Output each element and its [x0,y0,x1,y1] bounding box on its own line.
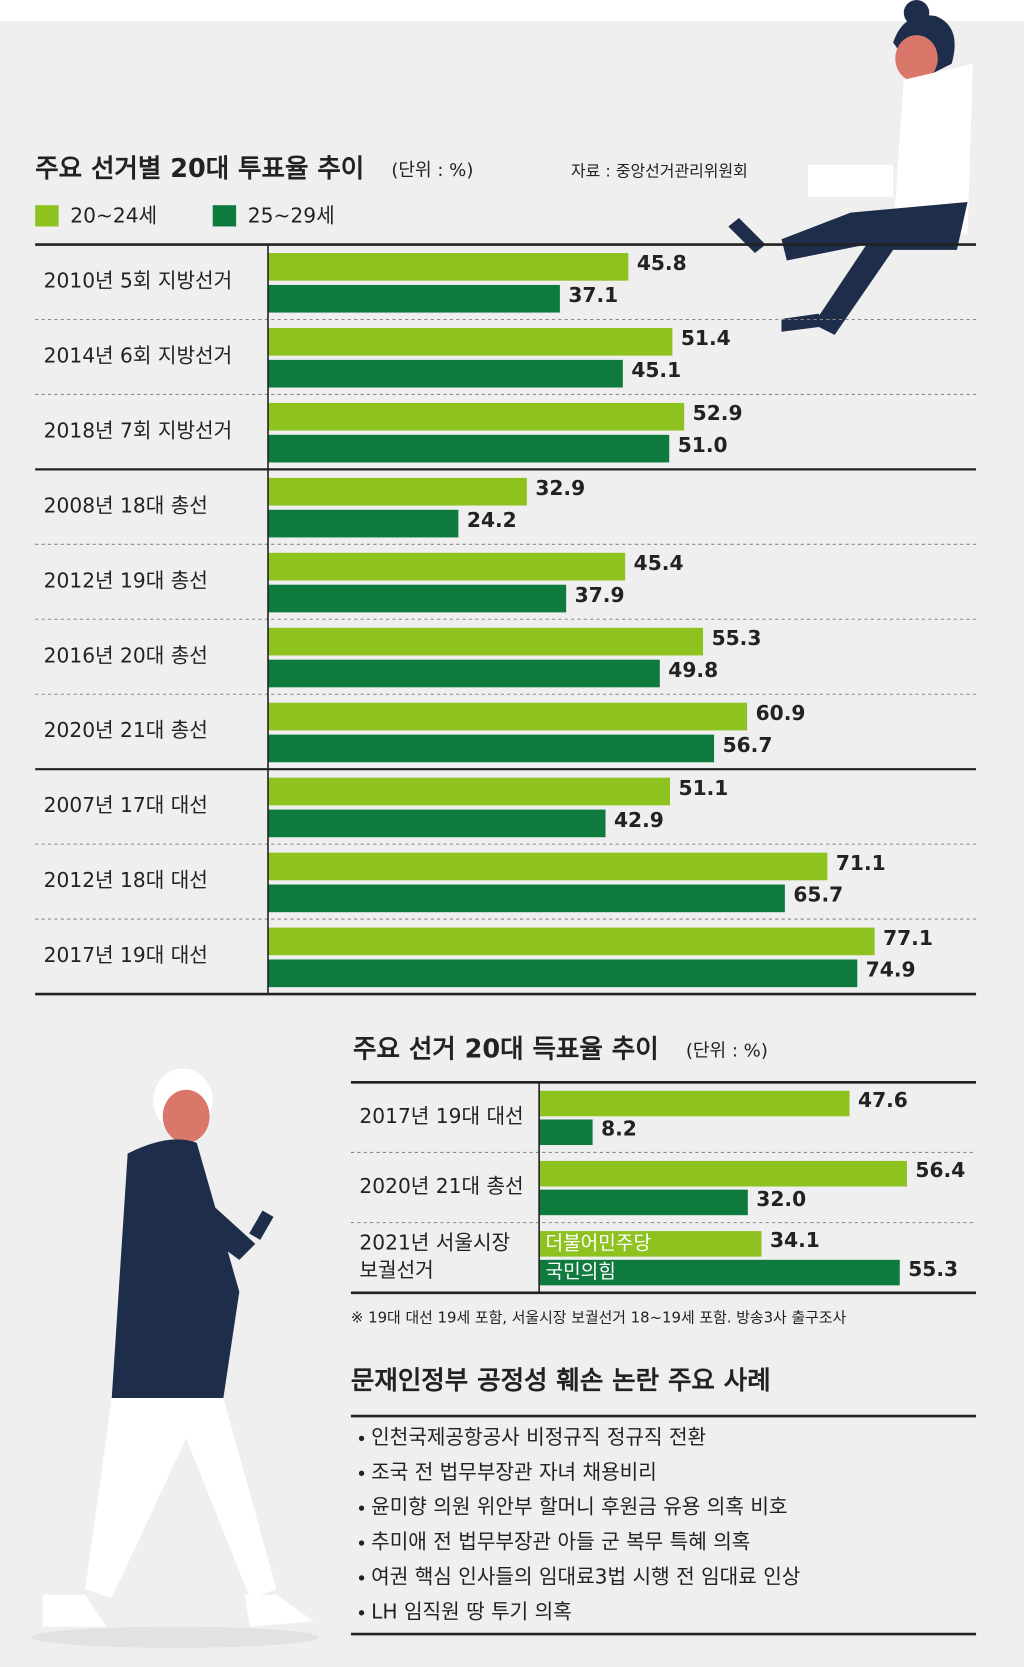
category-label: 2017년 19대 대선 [359,1104,523,1128]
category-label: 2020년 21대 총선 [44,718,208,742]
category-label: 2018년 7회 지방선거 [44,418,232,442]
bar [268,927,875,956]
value-label: 37.9 [575,583,625,607]
value-label: 49.8 [668,658,718,682]
bar-inner-label: 더불어민주당 [545,1231,651,1254]
bullet [358,1435,365,1442]
list-item: 조국 전 법무부장관 자녀 채용비리 [371,1460,657,1484]
illustration-walking [31,1068,320,1648]
bar [268,359,623,388]
bullet [358,1575,365,1581]
category-label: 2010년 5회 지방선거 [44,268,232,292]
bar [268,253,629,281]
bar [268,852,828,881]
value-label: 60.9 [756,701,806,725]
bullet [358,1610,365,1616]
bar [539,1119,593,1145]
value-label: 45.1 [631,358,681,382]
category-label: 2017년 19대 대선 [44,943,208,967]
category-label: 2021년 서울시장 [359,1230,510,1254]
value-label: 42.9 [614,808,664,832]
value-label: 37.1 [568,283,618,307]
bar [268,552,626,581]
bar [268,777,671,806]
chart-unit: (단위 : %) [391,160,473,181]
value-label: 56.4 [915,1158,965,1182]
value-label: 65.7 [793,883,843,907]
value-label: 55.3 [908,1257,958,1281]
list-title: 문재인정부 공정성 훼손 논란 주요 사례 [351,1366,771,1396]
bar-inner-label: 국민의힘 [545,1260,615,1283]
bar [539,1231,762,1257]
bar [268,702,748,731]
category-label: 보궐선거 [359,1258,433,1282]
bar [539,1090,850,1117]
chart-title: 주요 선거 20대 득표율 추이 [353,1034,659,1064]
chart-note: ※ 19대 대선 19세 포함, 서울시장 보궐선거 18~19세 포함. 방송… [351,1308,847,1326]
chart-source: 자료 : 중앙선거관리위원회 [571,162,748,181]
bar [268,284,560,313]
list-item: 추미애 전 법무부장관 아들 군 복무 특혜 의혹 [371,1530,750,1554]
value-label: 71.1 [836,851,886,875]
value-label: 32.9 [535,476,585,500]
legend-swatch [212,205,237,227]
chart-unit: (단위 : %) [686,1040,768,1061]
bar [268,627,704,656]
list-item: 인천국제공항공사 비정규직 정규직 전환 [371,1425,706,1449]
bar [268,509,459,538]
bar [268,402,685,431]
category-label: 2012년 18대 대선 [44,868,208,892]
bullet [358,1540,365,1546]
value-label: 51.0 [678,433,728,457]
category-label: 2014년 6회 지방선거 [44,343,232,367]
bar [268,734,715,763]
category-label: 2020년 21대 총선 [359,1174,523,1198]
value-label: 47.6 [858,1088,908,1112]
bar [268,434,670,463]
bar [268,809,606,838]
list-item: 여권 핵심 인사들의 임대료3법 시행 전 임대료 인상 [371,1564,800,1588]
bar [268,477,527,506]
value-label: 74.9 [866,958,916,982]
bar [539,1189,748,1216]
legend-label: 25~29세 [248,203,335,227]
bar [268,659,660,688]
value-label: 51.4 [681,326,731,350]
category-label: 2016년 20대 총선 [44,643,208,667]
bar [268,327,673,356]
chart-title: 주요 선거별 20대 투표율 추이 [35,154,364,184]
value-label: 51.1 [679,776,729,800]
value-label: 77.1 [883,926,933,950]
bar [268,884,785,913]
bar [539,1259,900,1286]
list-item: 윤미향 의원 위안부 할머니 후원금 유용 의혹 비호 [371,1495,787,1519]
category-label: 2008년 18대 총선 [44,493,208,517]
value-label: 8.2 [601,1117,637,1141]
bullet [358,1505,365,1511]
bullet [358,1470,365,1476]
value-label: 55.3 [712,626,762,650]
bar [268,959,858,988]
bar [539,1160,907,1187]
value-label: 24.2 [467,508,517,532]
list-item: LH 임직원 땅 투기 의혹 [371,1599,572,1623]
value-label: 45.8 [637,251,687,275]
legend-label: 20~24세 [70,203,157,227]
value-label: 56.7 [723,733,773,757]
bar [268,584,567,613]
value-label: 52.9 [693,401,743,425]
value-label: 34.1 [770,1228,820,1252]
category-label: 2012년 19대 총선 [44,568,208,592]
value-label: 45.4 [634,551,684,575]
legend-swatch [35,205,59,227]
category-label: 2007년 17대 대선 [44,793,208,817]
value-label: 32.0 [756,1187,806,1211]
